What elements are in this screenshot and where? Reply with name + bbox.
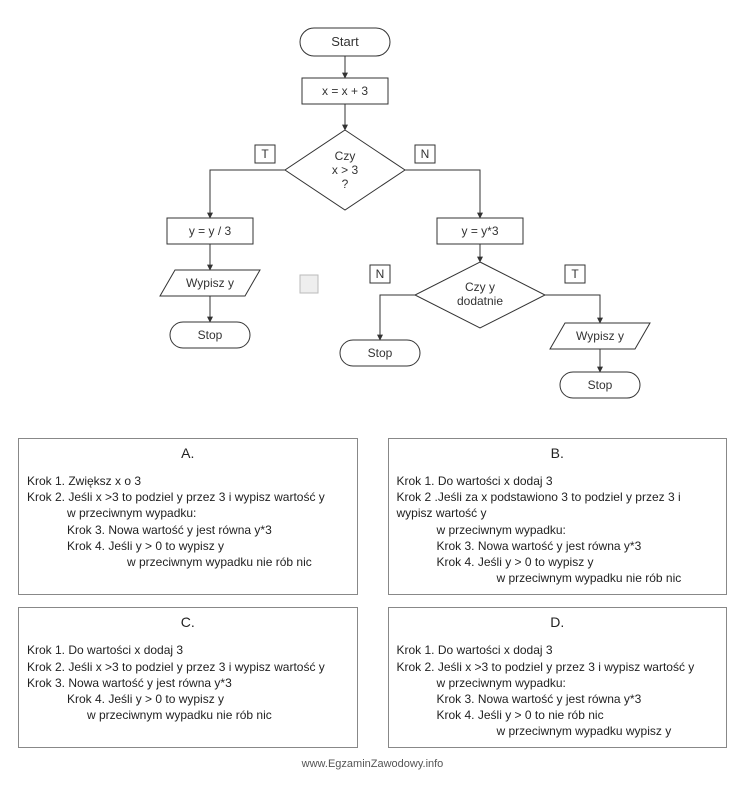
- step-line: Krok 3. Nowa wartość y jest równa y*3: [397, 538, 719, 554]
- step-line: Krok 4. Jeśli y > 0 to wypisz y: [27, 538, 349, 554]
- option-d: D. Krok 1. Do wartości x dodaj 3Krok 2. …: [388, 607, 728, 748]
- decision-y-l2: dodatnie: [457, 294, 503, 308]
- options-grid: A. Krok 1. Zwiększ x o 3Krok 2. Jeśli x …: [0, 430, 745, 756]
- option-a-label: A.: [27, 445, 349, 461]
- option-b-label: B.: [397, 445, 719, 461]
- mid-stop-label: Stop: [368, 346, 393, 360]
- right-assign-label: y = y*3: [461, 224, 498, 238]
- option-b: B. Krok 1. Do wartości x dodaj 3Krok 2 .…: [388, 438, 728, 595]
- step-line: Krok 1. Do wartości x dodaj 3: [27, 642, 349, 658]
- option-c: C. Krok 1. Do wartości x dodaj 3Krok 2. …: [18, 607, 358, 748]
- step-line: Krok 1. Do wartości x dodaj 3: [397, 473, 719, 489]
- flowchart: Start x = x + 3 Czy x > 3 ? T N y = y / …: [0, 0, 745, 430]
- decision-x-l3: ?: [342, 177, 349, 191]
- start-label: Start: [331, 34, 359, 49]
- option-d-label: D.: [397, 614, 719, 630]
- step-line: w przeciwnym wypadku:: [27, 505, 349, 521]
- step-line: w przeciwnym wypadku nie rób nic: [397, 570, 719, 586]
- step-line: Krok 4. Jeśli y > 0 to wypisz y: [397, 554, 719, 570]
- step-line: Krok 2. Jeśli x >3 to podziel y przez 3 …: [397, 659, 719, 675]
- n-label-1: N: [421, 147, 430, 161]
- step-line: Krok 3. Nowa wartość y jest równa y*3: [397, 691, 719, 707]
- n-label-2: N: [376, 267, 385, 281]
- step-line: Krok 1. Do wartości x dodaj 3: [397, 642, 719, 658]
- option-d-steps: Krok 1. Do wartości x dodaj 3Krok 2. Jeś…: [397, 642, 719, 739]
- option-a: A. Krok 1. Zwiększ x o 3Krok 2. Jeśli x …: [18, 438, 358, 595]
- left-stop-label: Stop: [198, 328, 223, 342]
- step-line: Krok 2 .Jeśli za x podstawiono 3 to podz…: [397, 489, 719, 521]
- decision-x-l2: x > 3: [332, 163, 359, 177]
- step-line: Krok 3. Nowa wartość y jest równa y*3: [27, 675, 349, 691]
- t-label-2: T: [571, 267, 579, 281]
- footer-link: www.EgzaminZawodowy.info: [0, 758, 745, 770]
- decision-x-l1: Czy: [335, 149, 356, 163]
- step-line: Krok 4. Jeśli y > 0 to wypisz y: [27, 691, 349, 707]
- step-line: Krok 2. Jeśli x >3 to podziel y przez 3 …: [27, 659, 349, 675]
- watermark-icon: [300, 275, 318, 293]
- t-label-1: T: [261, 147, 269, 161]
- option-c-steps: Krok 1. Do wartości x dodaj 3Krok 2. Jeś…: [27, 642, 349, 723]
- assign-x-label: x = x + 3: [322, 84, 368, 98]
- step-line: Krok 1. Zwiększ x o 3: [27, 473, 349, 489]
- option-b-steps: Krok 1. Do wartości x dodaj 3Krok 2 .Jeś…: [397, 473, 719, 586]
- step-line: w przeciwnym wypadku:: [397, 675, 719, 691]
- step-line: Krok 2. Jeśli x >3 to podziel y przez 3 …: [27, 489, 349, 505]
- right-print-label: Wypisz y: [576, 329, 624, 343]
- step-line: w przeciwnym wypadku nie rób nic: [27, 707, 349, 723]
- left-assign-label: y = y / 3: [189, 224, 232, 238]
- step-line: w przeciwnym wypadku wypisz y: [397, 723, 719, 739]
- left-print-label: Wypisz y: [186, 276, 234, 290]
- step-line: Krok 4. Jeśli y > 0 to nie rób nic: [397, 707, 719, 723]
- option-c-label: C.: [27, 614, 349, 630]
- decision-y-l1: Czy y: [465, 280, 495, 294]
- step-line: Krok 3. Nowa wartość y jest równa y*3: [27, 522, 349, 538]
- option-a-steps: Krok 1. Zwiększ x o 3Krok 2. Jeśli x >3 …: [27, 473, 349, 570]
- step-line: w przeciwnym wypadku nie rób nic: [27, 554, 349, 570]
- step-line: w przeciwnym wypadku:: [397, 522, 719, 538]
- right-stop-label: Stop: [588, 378, 613, 392]
